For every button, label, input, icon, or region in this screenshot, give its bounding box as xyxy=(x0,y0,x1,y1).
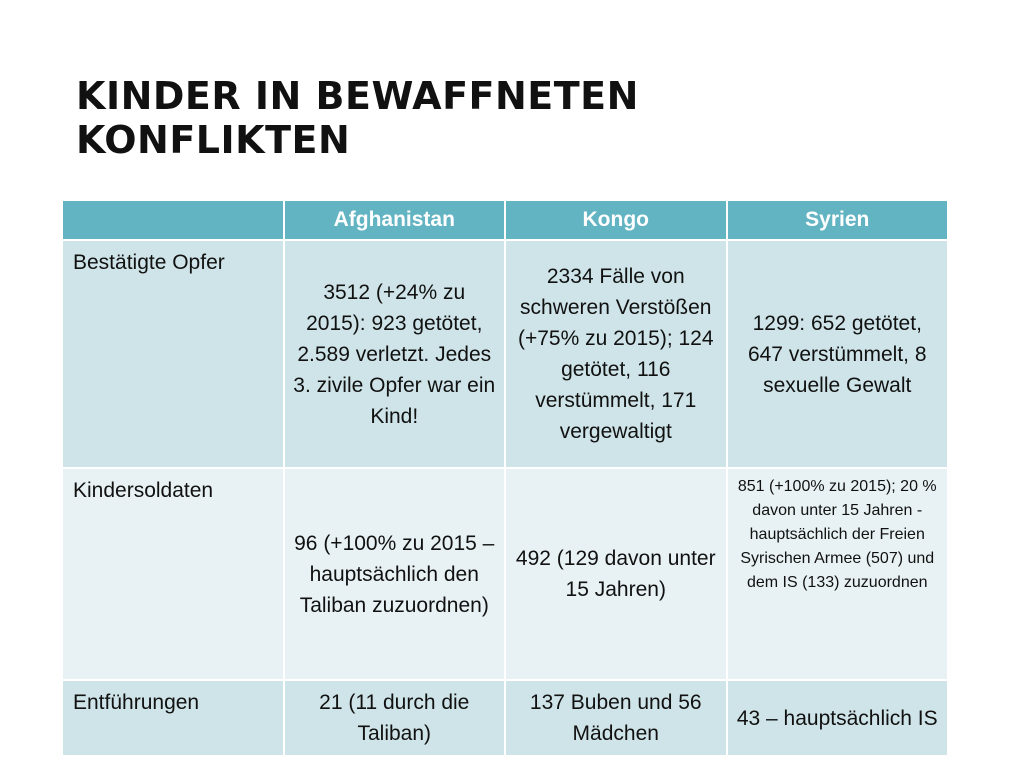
slide-title-line-2: KONFLIKTEN xyxy=(76,118,351,162)
cell-syrien-opfer: 1299: 652 getötet, 647 verstümmelt, 8 se… xyxy=(727,241,947,467)
cell-afghanistan-opfer: 3512 (+24% zu 2015): 923 getötet, 2.589 … xyxy=(284,241,504,467)
cell-syrien-kindersoldaten: 851 (+100% zu 2015); 20 % davon unter 15… xyxy=(727,469,947,679)
cell-kongo-entfuehrungen: 137 Buben und 56 Mädchen xyxy=(506,681,726,755)
cell-afghanistan-kindersoldaten: 96 (+100% zu 2015 – hauptsächlich den Ta… xyxy=(284,469,504,679)
table-row: Kindersoldaten 96 (+100% zu 2015 – haupt… xyxy=(63,469,947,679)
row-label-kindersoldaten: Kindersoldaten xyxy=(63,469,283,679)
data-table: Afghanistan Kongo Syrien Bestätigte Opfe… xyxy=(61,199,949,757)
header-cell-syrien: Syrien xyxy=(727,201,947,239)
header-cell-afghanistan: Afghanistan xyxy=(284,201,504,239)
cell-syrien-entfuehrungen: 43 – hauptsächlich IS xyxy=(727,681,947,755)
slide-title-line-1: KINDER IN BEWAFFNETEN xyxy=(76,74,639,118)
table-header-row: Afghanistan Kongo Syrien xyxy=(63,201,947,239)
cell-kongo-opfer: 2334 Fälle von schweren Verstößen (+75% … xyxy=(506,241,726,467)
cell-afghanistan-entfuehrungen: 21 (11 durch die Taliban) xyxy=(284,681,504,755)
header-cell-empty xyxy=(63,201,283,239)
row-label-bestaetigte-opfer: Bestätigte Opfer xyxy=(63,241,283,467)
cell-kongo-kindersoldaten: 492 (129 davon unter 15 Jahren) xyxy=(506,469,726,679)
row-label-entfuehrungen: Entführungen xyxy=(63,681,283,755)
table-row: Bestätigte Opfer 3512 (+24% zu 2015): 92… xyxy=(63,241,947,467)
table-row: Entführungen 21 (11 durch die Taliban) 1… xyxy=(63,681,947,755)
header-cell-kongo: Kongo xyxy=(506,201,726,239)
slide-title: KINDER IN BEWAFFNETEN KONFLIKTEN xyxy=(76,74,956,162)
